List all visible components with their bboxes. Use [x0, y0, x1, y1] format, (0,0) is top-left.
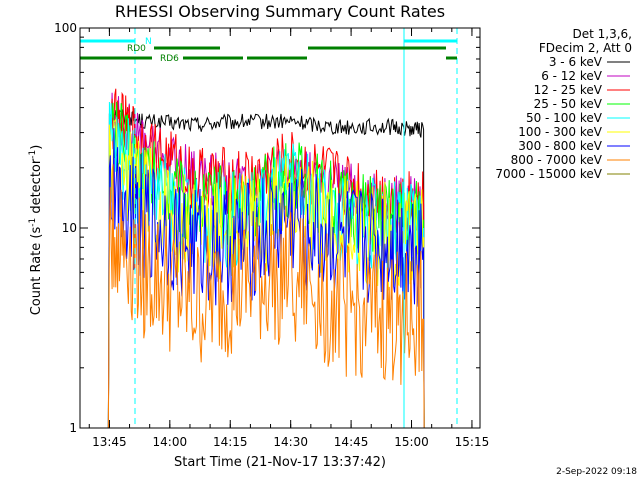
- chart-title: RHESSI Observing Summary Count Rates: [115, 2, 445, 21]
- series-line: [107, 128, 425, 429]
- annotation-label: RD0: [127, 44, 146, 54]
- legend-header: Det 1,3,6,: [573, 27, 633, 41]
- series-line: [107, 109, 425, 429]
- x-tick-label: 14:30: [273, 435, 308, 449]
- legend-entry-label: 300 - 800 keV: [518, 139, 602, 153]
- y-tick-label: 100: [54, 21, 77, 35]
- x-tick-label: 14:00: [153, 435, 188, 449]
- legend-entry-label: 3 - 6 keV: [549, 55, 603, 69]
- y-tick-label: 10: [62, 221, 77, 235]
- plot-frame: [79, 27, 481, 429]
- legend-entry-label: 100 - 300 keV: [518, 125, 602, 139]
- x-tick-label: 13:45: [92, 435, 127, 449]
- annotation-label: N: [145, 37, 152, 47]
- legend-entry-label: 12 - 25 keV: [534, 83, 603, 97]
- svg-text:Count Rate (s-1 detector-1): Count Rate (s-1 detector-1): [28, 145, 44, 316]
- x-tick-label: 14:45: [334, 435, 369, 449]
- legend-entry-label: 800 - 7000 keV: [511, 153, 603, 167]
- footer-date: 2-Sep-2022 09:18: [556, 467, 637, 477]
- legend-entry-label: 6 - 12 keV: [541, 69, 603, 83]
- y-axis-label: Count Rate (s-1 detector-1): [28, 145, 44, 316]
- legend-header: FDecim 2, Att 0: [539, 41, 632, 55]
- annotation-label: RD6: [160, 54, 179, 64]
- x-axis-label: Start Time (21-Nov-17 13:37:42): [174, 455, 386, 470]
- x-tick-label: 15:00: [394, 435, 429, 449]
- legend-entry-label: 50 - 100 keV: [526, 111, 603, 125]
- x-tick-label: 15:15: [455, 435, 490, 449]
- series-line: [107, 164, 425, 429]
- y-tick-label: 1: [69, 421, 77, 435]
- x-tick-label: 14:15: [213, 435, 248, 449]
- legend-entry-label: 7000 - 15000 keV: [495, 167, 602, 181]
- legend-entry-label: 25 - 50 keV: [534, 97, 603, 111]
